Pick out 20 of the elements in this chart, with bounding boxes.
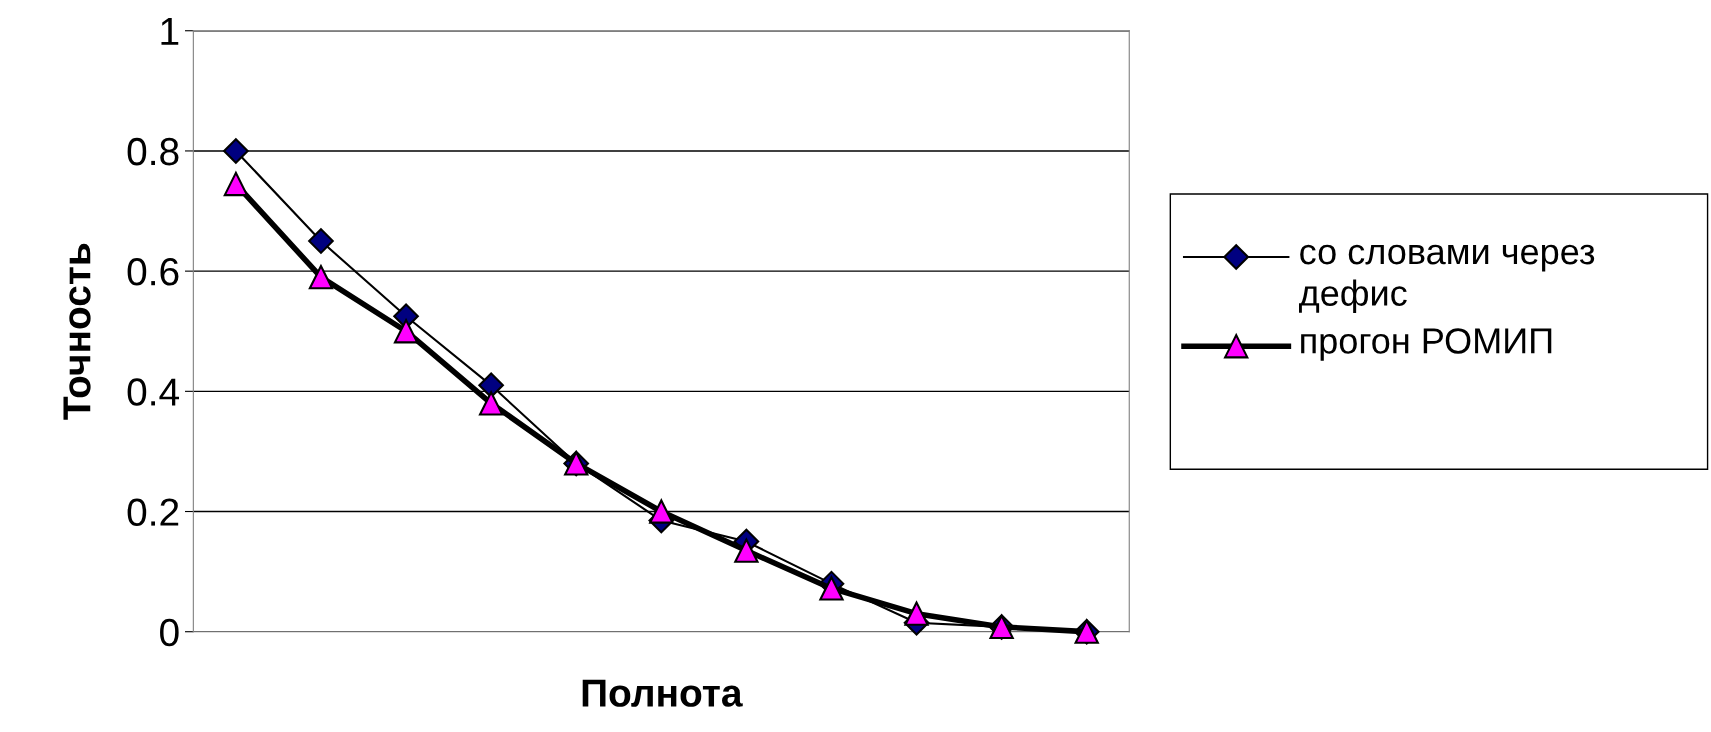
y-tick-label: 0.8: [127, 137, 179, 166]
point: [734, 538, 759, 563]
point: [478, 391, 504, 416]
legend-label: прогон РОМИП: [1301, 328, 1552, 361]
point: [649, 499, 674, 524]
y-axis-title: Точность: [63, 243, 91, 420]
legend-label: со словами через дефис: [1299, 244, 1595, 314]
y-tick-label: 0.2: [127, 498, 179, 526]
point: [223, 138, 249, 164]
y-tick-label: 0: [160, 618, 179, 647]
x-axis-title: Полнота: [582, 679, 743, 707]
point: [819, 576, 844, 601]
point: [223, 171, 249, 197]
point: [308, 228, 334, 254]
point: [308, 264, 334, 290]
point: [393, 319, 419, 344]
y-tick-label: 0.4: [127, 378, 180, 406]
y-tick-label: 1: [161, 18, 179, 45]
y-tick-label: 0.6: [127, 258, 179, 286]
point: [904, 601, 929, 626]
